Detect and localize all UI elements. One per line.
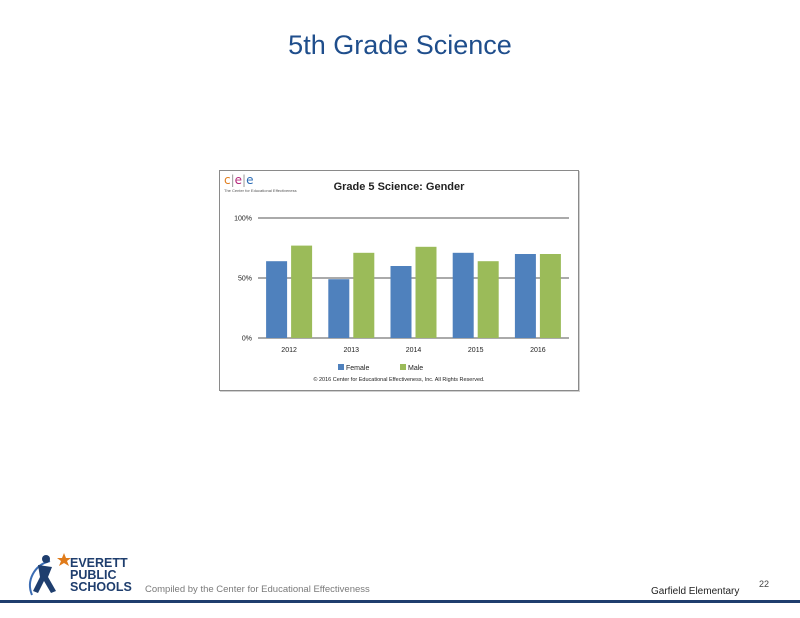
bar-male bbox=[415, 246, 437, 338]
footer-compiled: Compiled by the Center for Educational E… bbox=[145, 584, 370, 595]
bar-male bbox=[291, 245, 313, 338]
page-number: 22 bbox=[759, 579, 770, 589]
x-tick-label: 2015 bbox=[468, 347, 484, 354]
eps-logo-text: EVERETT PUBLIC SCHOOLS bbox=[70, 556, 132, 594]
cee-logo-subtitle: The Center for Educational Effectiveness bbox=[224, 188, 297, 193]
slide-title: 5th Grade Science bbox=[288, 30, 512, 60]
bar-female bbox=[328, 279, 350, 338]
footer-school: Garfield Elementary bbox=[651, 586, 740, 597]
bar-male bbox=[539, 254, 561, 338]
eps-line3: SCHOOLS bbox=[70, 580, 132, 594]
y-tick-label: 100% bbox=[234, 216, 252, 223]
x-tick-label: 2016 bbox=[530, 347, 546, 354]
bar-female bbox=[452, 252, 474, 338]
chart-copyright: © 2016 Center for Educational Effectiven… bbox=[313, 377, 485, 383]
cee-logo-letters: c|e|e bbox=[224, 173, 254, 187]
bar-female bbox=[514, 254, 536, 338]
legend-label: Female bbox=[346, 365, 369, 372]
x-tick-label: 2012 bbox=[281, 347, 297, 354]
legend-label: Male bbox=[408, 365, 423, 372]
eps-line2: PUBLIC bbox=[70, 568, 117, 582]
legend-swatch bbox=[400, 364, 406, 370]
x-tick-label: 2014 bbox=[406, 347, 422, 354]
chart-title: Grade 5 Science: Gender bbox=[333, 181, 465, 193]
bar-male bbox=[353, 252, 375, 338]
legend-swatch bbox=[338, 364, 344, 370]
person-star-icon bbox=[29, 553, 71, 596]
x-tick-label: 2013 bbox=[344, 347, 360, 354]
bar-chart: 0% 50% 100% 2012 2013 2014 2015 2016 Female Male bbox=[234, 216, 569, 372]
chart-frame: c|e|e The Center for Educational Effecti… bbox=[219, 170, 579, 391]
footer-divider bbox=[0, 600, 800, 603]
y-tick-label: 50% bbox=[238, 276, 252, 283]
bar-male bbox=[477, 261, 499, 338]
bar-female bbox=[266, 261, 288, 338]
y-tick-label: 0% bbox=[242, 336, 252, 343]
cee-logo: c|e|e The Center for Educational Effecti… bbox=[224, 173, 297, 198]
bar-female bbox=[390, 266, 412, 338]
eps-line1: EVERETT bbox=[70, 556, 128, 570]
